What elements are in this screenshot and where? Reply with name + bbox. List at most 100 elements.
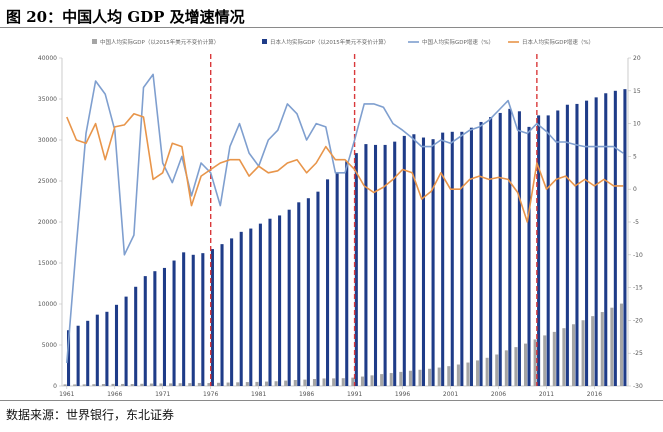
- china-bar: [101, 384, 105, 386]
- china-bar: [149, 383, 153, 386]
- japan-bar: [623, 89, 627, 386]
- right-tick-label: -10: [633, 252, 643, 259]
- japan-bar: [220, 244, 224, 386]
- china-bar: [236, 382, 240, 386]
- china-bar: [543, 335, 547, 386]
- japan-bar: [76, 325, 80, 386]
- right-tick-label: 0: [633, 186, 637, 193]
- china-bar: [82, 384, 86, 386]
- japan-bar: [508, 108, 512, 386]
- china-bar: [159, 383, 163, 386]
- japan-bar: [469, 127, 473, 386]
- japan-bar: [191, 254, 195, 386]
- source-rule: [0, 400, 663, 401]
- left-tick-label: 0: [53, 383, 57, 390]
- x-tick-label: 1961: [59, 391, 74, 398]
- japan-bar: [124, 296, 128, 386]
- china-bar: [610, 307, 614, 386]
- china-bar: [197, 382, 201, 386]
- japan-bar: [364, 144, 368, 386]
- china-growth-line: [66, 73, 624, 364]
- china-bar: [389, 373, 393, 386]
- china-bar: [552, 331, 556, 386]
- japan-bar: [393, 141, 397, 386]
- right-tick-label: -30: [633, 383, 643, 390]
- japan-bar: [268, 218, 272, 386]
- japan-bar: [134, 286, 138, 386]
- left-tick-label: 20000: [38, 219, 57, 226]
- x-tick-label: 1976: [203, 391, 218, 398]
- china-bar-series: [63, 303, 624, 386]
- japan-bar: [613, 90, 617, 387]
- china-bar: [351, 377, 355, 386]
- china-bar: [245, 382, 249, 386]
- japan-bar: [306, 198, 310, 386]
- japan-bar: [182, 252, 186, 386]
- x-tick-label: 1996: [395, 391, 410, 398]
- china-bar: [303, 379, 307, 386]
- china-bar: [226, 382, 230, 386]
- china-bar: [476, 360, 480, 386]
- left-tick-label: 10000: [38, 301, 57, 308]
- china-bar: [255, 381, 259, 386]
- china-bar: [360, 376, 364, 386]
- china-bar: [428, 368, 432, 386]
- japan-bar: [546, 115, 550, 387]
- china-bar: [121, 383, 125, 386]
- china-bar: [504, 350, 508, 386]
- japan-bar: [498, 112, 502, 386]
- legend-label: 中国人均实际GDP增速（%）: [422, 38, 494, 46]
- x-tick-label: 1986: [299, 391, 314, 398]
- left-tick-label: 5000: [42, 342, 57, 349]
- figure-title: 图 20：中国人均 GDP 及增速情况: [6, 8, 245, 26]
- japan-bar: [297, 202, 301, 386]
- japan-bar: [249, 228, 253, 386]
- legend-swatch: [92, 39, 97, 44]
- japan-bar: [383, 144, 387, 386]
- china-bar: [466, 362, 470, 386]
- china-bar: [562, 328, 566, 386]
- left-tick-label: 30000: [38, 137, 57, 144]
- figure-source: 数据来源：世界银行，东北证券: [6, 408, 175, 422]
- right-tick-label: 5: [633, 153, 637, 160]
- left-tick-label: 25000: [38, 178, 57, 185]
- japan-bar: [556, 110, 560, 386]
- japan-bar: [527, 126, 531, 386]
- reference-lines: [209, 54, 538, 386]
- japan-bar: [258, 223, 262, 386]
- legend-swatch: [262, 39, 267, 44]
- japan-bar: [354, 153, 358, 386]
- japan-bar: [162, 267, 166, 386]
- china-bar: [207, 383, 211, 386]
- japan-bar: [373, 144, 378, 386]
- japan-bar: [585, 100, 589, 386]
- japan-bar: [114, 304, 119, 386]
- left-tick-label: 15000: [38, 260, 57, 267]
- japan-bar-series: [66, 89, 627, 387]
- japan-bar: [431, 139, 435, 386]
- china-bar: [495, 354, 499, 386]
- right-tick-label: -5: [633, 219, 639, 226]
- china-bar: [169, 383, 173, 386]
- gdp-chart: 中国人均实际GDP（以2015年美元不变价计算） 日本人均实际GDP（以2015年…: [38, 38, 643, 398]
- china-bar: [293, 380, 297, 386]
- china-bar: [399, 371, 403, 386]
- china-bar: [619, 303, 624, 386]
- japan-bar: [450, 131, 454, 386]
- x-tick-label: 1981: [251, 391, 266, 398]
- japan-bar: [421, 137, 426, 386]
- right-tick-label: -15: [633, 285, 643, 292]
- china-bar: [571, 324, 576, 386]
- x-tick-label: 2016: [587, 391, 602, 398]
- chart-legend: 中国人均实际GDP（以2015年美元不变价计算） 日本人均实际GDP（以2015年…: [92, 38, 594, 46]
- figure-title-bar: 图 20：中国人均 GDP 及增速情况: [0, 0, 663, 28]
- right-tick-label: 15: [633, 88, 641, 95]
- growth-line-series: [66, 73, 624, 364]
- axis-ticks: 0 5000 10000 15000 20000 25000 30000 35000 40000…: [38, 55, 643, 398]
- japan-bar: [345, 161, 349, 386]
- x-tick-label: 1966: [107, 391, 122, 398]
- china-bar: [418, 369, 422, 386]
- china-bar: [514, 347, 518, 386]
- x-tick-label: 1971: [155, 391, 170, 398]
- china-bar: [73, 384, 77, 386]
